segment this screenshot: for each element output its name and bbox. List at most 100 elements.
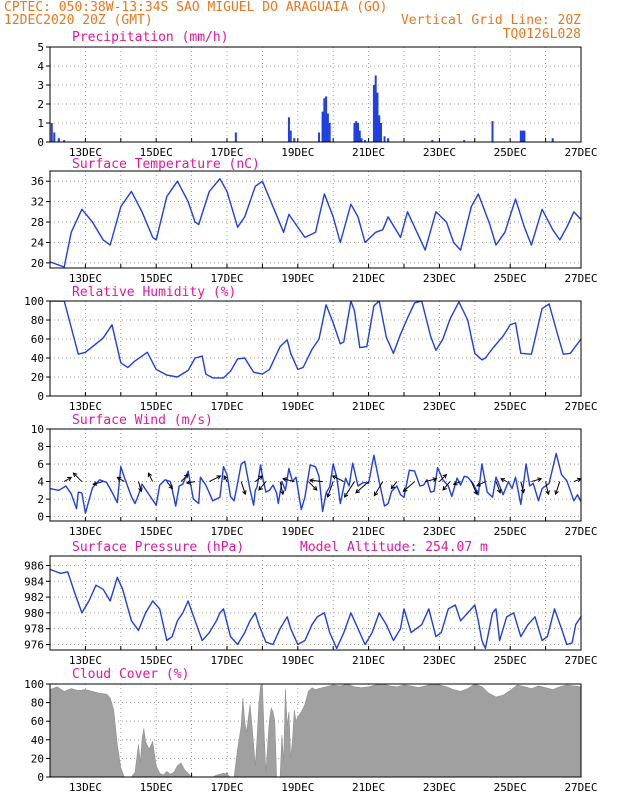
precip-bar bbox=[431, 140, 434, 142]
precip-bar bbox=[551, 138, 554, 142]
temperature-x-tick-label: 23DEC bbox=[423, 272, 456, 285]
humidity-x-tick-label: 21DEC bbox=[352, 400, 385, 413]
cloud-y-tick-label: 60 bbox=[31, 715, 44, 728]
humidity-y-tick-label: 40 bbox=[31, 352, 44, 365]
pressure-y-tick-label: 980 bbox=[24, 607, 44, 620]
precip-bar bbox=[63, 140, 66, 142]
humidity-panel: Relative Humidity (%) 0 20 40 60 80 100 13DEC 15… bbox=[24, 285, 597, 413]
precip-bar bbox=[328, 123, 331, 142]
precip-bar bbox=[318, 132, 321, 142]
wind-vector bbox=[402, 481, 415, 493]
precip-bar bbox=[379, 123, 382, 142]
cloud-y-tick-label: 0 bbox=[37, 771, 44, 784]
precip-panel: Precipitation (mm/h) 0 1 2 3 4 5 13DEC 15DEC 17DE… bbox=[37, 30, 597, 159]
precip-bar bbox=[234, 132, 237, 142]
precip-bar bbox=[356, 123, 359, 142]
cloud-y-tick-label: 40 bbox=[31, 734, 44, 747]
cloud-title: Cloud Cover (%) bbox=[72, 667, 189, 682]
humidity-line bbox=[50, 301, 581, 379]
precip-bar bbox=[326, 113, 329, 142]
temperature-line bbox=[50, 177, 581, 268]
wind-vector bbox=[326, 481, 334, 498]
precip-frame bbox=[49, 46, 582, 143]
humidity-x-tick-label: 15DEC bbox=[140, 400, 173, 413]
temperature-plot-area bbox=[50, 177, 581, 268]
pressure-x-tick-label: 21DEC bbox=[352, 654, 385, 667]
precip-y-tick-label: 4 bbox=[37, 60, 44, 73]
precip-plot-area bbox=[50, 75, 554, 142]
pressure-x-tick-label: 13DEC bbox=[69, 654, 102, 667]
cloud-x-tick-label: 19DEC bbox=[281, 781, 314, 794]
precip-bar bbox=[358, 130, 361, 142]
temperature-x-tick-label: 25DEC bbox=[494, 272, 527, 285]
wind-vector bbox=[344, 481, 355, 498]
pressure-y-tick-label: 978 bbox=[24, 623, 44, 636]
wind-x-tick-label: 21DEC bbox=[352, 525, 385, 538]
wind-vector bbox=[470, 481, 478, 496]
precip-x-tick-label: 19DEC bbox=[281, 146, 314, 159]
pressure-y-tick-label: 976 bbox=[24, 638, 44, 651]
wind-vector bbox=[442, 481, 451, 491]
precip-bar bbox=[321, 111, 324, 142]
wind-y-tick-label: 10 bbox=[31, 423, 44, 436]
cloud-panel: Cloud Cover (%) 0 20 40 60 80 100 13DEC 15DEC 17D… bbox=[24, 667, 597, 794]
temperature-x-tick-label: 15DEC bbox=[140, 272, 173, 285]
humidity-x-tick-label: 25DEC bbox=[494, 400, 527, 413]
temperature-y-tick-label: 28 bbox=[31, 216, 44, 229]
humidity-plot-area bbox=[50, 301, 581, 379]
wind-frame bbox=[49, 428, 582, 522]
humidity-title: Relative Humidity (%) bbox=[72, 285, 236, 300]
model-altitude-label: Model Altitude: 254.07 m bbox=[300, 540, 488, 555]
wind-x-tick-label: 23DEC bbox=[423, 525, 456, 538]
humidity-x-tick-label: 23DEC bbox=[423, 400, 456, 413]
header-vertical-grid-line: Vertical Grid Line: 20Z bbox=[401, 13, 581, 28]
wind-vector bbox=[185, 480, 196, 485]
pressure-x-tick-label: 15DEC bbox=[140, 654, 173, 667]
pressure-x-tick-label: 19DEC bbox=[281, 654, 314, 667]
cloud-plot-area bbox=[50, 684, 581, 777]
wind-vector bbox=[258, 481, 267, 491]
cloud-x-tick-label: 21DEC bbox=[352, 781, 385, 794]
precip-bar bbox=[53, 132, 56, 142]
wind-y-tick-label: 2 bbox=[37, 493, 44, 506]
precip-bar bbox=[378, 115, 381, 142]
wind-vector bbox=[331, 475, 345, 483]
precip-bar bbox=[323, 98, 326, 142]
wind-vector bbox=[209, 475, 222, 483]
precip-bar bbox=[491, 121, 494, 142]
precip-bar bbox=[355, 121, 358, 142]
precip-x-tick-label: 21DEC bbox=[352, 146, 385, 159]
wind-vector bbox=[476, 481, 486, 487]
cloud-x-tick-label: 15DEC bbox=[140, 781, 173, 794]
wind-y-tick-label: 0 bbox=[37, 511, 44, 524]
temperature-x-tick-label: 13DEC bbox=[69, 272, 102, 285]
wind-vector bbox=[531, 477, 543, 483]
wind-y-tick-label: 6 bbox=[37, 458, 44, 471]
cloud-x-tick-label: 23DEC bbox=[423, 781, 456, 794]
humidity-y-tick-label: 60 bbox=[31, 333, 44, 346]
wind-vector bbox=[282, 477, 295, 483]
pressure-x-tick-label: 25DEC bbox=[494, 654, 527, 667]
cloud-frame bbox=[49, 683, 582, 778]
humidity-x-tick-label: 19DEC bbox=[281, 400, 314, 413]
wind-vector bbox=[554, 481, 561, 496]
pressure-y-tick-label: 984 bbox=[24, 575, 44, 588]
precip-bar bbox=[523, 130, 526, 142]
humidity-y-tick-label: 20 bbox=[31, 371, 44, 384]
temperature-x-tick-label: 27DEC bbox=[564, 272, 597, 285]
cloud-area bbox=[50, 684, 581, 777]
precip-bar bbox=[353, 123, 356, 142]
temperature-x-tick-label: 19DEC bbox=[281, 272, 314, 285]
wind-vector bbox=[545, 481, 550, 496]
temperature-title: Surface Temperature (nC) bbox=[72, 157, 260, 172]
wind-vector bbox=[255, 475, 264, 482]
precip-y-tick-label: 5 bbox=[37, 41, 44, 54]
cloud-x-tick-label: 17DEC bbox=[210, 781, 243, 794]
precip-y-tick-label: 1 bbox=[37, 117, 44, 130]
wind-vector bbox=[92, 481, 104, 486]
pressure-x-tick-label: 23DEC bbox=[423, 654, 456, 667]
precip-bar bbox=[293, 138, 296, 142]
precip-x-tick-label: 27DEC bbox=[564, 146, 597, 159]
cloud-y-tick-label: 20 bbox=[31, 752, 44, 765]
humidity-x-tick-label: 17DEC bbox=[210, 400, 243, 413]
